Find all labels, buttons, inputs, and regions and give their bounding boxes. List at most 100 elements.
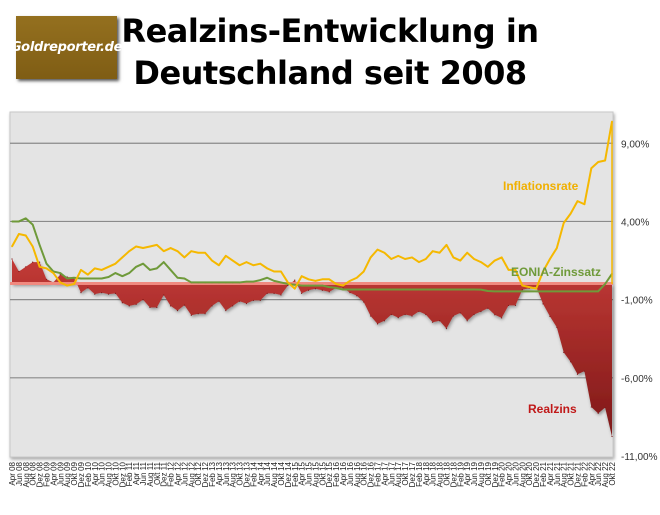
inflationsrate-point	[307, 278, 310, 281]
inflationsrate-point	[480, 261, 482, 263]
eonia-point	[314, 284, 317, 287]
eonia-point	[38, 244, 41, 246]
realzins-point	[583, 370, 586, 372]
x-tick-label: Apr 13	[215, 461, 224, 485]
inflationsrate-point	[569, 212, 572, 215]
inflationsrate-point	[514, 269, 517, 271]
inflationsrate-point	[562, 222, 565, 224]
inflationsrate-point	[397, 255, 400, 257]
x-tick-label: Okt 13	[236, 461, 245, 485]
realzins-point	[238, 300, 241, 302]
x-tick-label: Dez 11	[160, 461, 169, 486]
eonia-point	[204, 281, 206, 284]
realzins-point	[287, 284, 289, 287]
eonia-point	[45, 262, 48, 265]
inflationsrate-point	[507, 269, 510, 271]
x-tick-label: Aug 19	[477, 461, 486, 487]
x-tick-label: Okt 15	[318, 461, 327, 485]
inflationsrate-point	[211, 259, 213, 262]
x-tick-label: Feb 19	[456, 461, 465, 486]
x-tick-label: Aug 11	[146, 461, 155, 486]
eonia-point	[356, 288, 358, 291]
x-tick-label: Okt 16	[360, 461, 369, 485]
x-tick-label: Jun 17	[387, 461, 396, 486]
eonia-point	[473, 288, 475, 291]
realzins-point	[611, 435, 613, 438]
inflationsrate-point	[142, 247, 144, 249]
inflationsrate-point	[190, 250, 193, 252]
inflationsrate-point	[445, 244, 448, 246]
inflationsrate-point	[24, 234, 27, 237]
eonia-point	[321, 284, 324, 287]
eonia-point	[390, 288, 393, 291]
eonia-point	[245, 280, 248, 283]
eonia-point	[404, 288, 406, 291]
x-tick-label: Dez 13	[242, 461, 251, 487]
eonia-point	[424, 288, 427, 291]
realzins-point	[11, 258, 13, 260]
eonia-point	[231, 281, 234, 284]
x-tick-label: Feb 10	[84, 461, 93, 486]
inflationsrate-point	[197, 251, 200, 254]
realzins-point	[252, 299, 254, 302]
eonia-point	[252, 280, 255, 283]
inflationsrate-point	[493, 259, 496, 262]
inflationsrate-point	[176, 250, 179, 252]
x-tick-label: Apr 21	[546, 461, 555, 485]
realzins-point	[121, 302, 123, 304]
eonia-point	[342, 288, 344, 291]
eonia-point	[480, 288, 482, 291]
eonia-point	[376, 288, 379, 291]
eonia-point	[583, 290, 586, 293]
realzins-point	[190, 314, 192, 316]
eonia-point	[156, 267, 158, 270]
eonia-point	[349, 288, 351, 291]
realzins-point	[570, 361, 572, 363]
inflationsrate-point	[328, 278, 331, 281]
realzins-point	[38, 261, 41, 263]
x-tick-label: Apr 17	[380, 461, 389, 485]
inflationsrate-point	[135, 245, 137, 248]
eonia-point	[590, 290, 593, 293]
x-tick-label: Apr 19	[463, 461, 472, 485]
x-tick-label: Dez 21	[574, 461, 583, 487]
inflationsrate-point	[204, 251, 206, 254]
realzins-point	[232, 305, 234, 307]
x-tick-label: Jun 16	[346, 461, 355, 486]
inflationsrate-point	[349, 280, 351, 282]
inflationsrate-point	[411, 256, 413, 259]
inflationsrate-point	[238, 264, 241, 267]
x-tick-label: Dez 08	[36, 461, 45, 487]
inflationsrate-point	[549, 258, 551, 260]
x-tick-label: Dez 09	[77, 461, 86, 487]
eonia-point	[259, 279, 262, 281]
inflationsrate-point	[528, 286, 531, 288]
realzins-point	[542, 303, 544, 305]
realzins-point	[176, 309, 179, 312]
x-tick-label: Apr 10	[91, 461, 100, 485]
eonia-point	[576, 290, 579, 293]
x-tick-label: Feb 14	[249, 461, 258, 486]
realzins-point	[404, 313, 406, 316]
realzins-point	[480, 310, 482, 313]
eonia-point	[197, 281, 200, 284]
realzins-point	[107, 293, 110, 295]
x-tick-label: Aug 08	[22, 461, 31, 487]
eonia-point	[418, 288, 420, 291]
x-tick-label: Aug 10	[105, 461, 114, 487]
realzins-point	[494, 314, 496, 316]
eonia-point	[535, 290, 537, 293]
inflationsrate-point	[383, 251, 386, 254]
inflationsrate-point	[73, 283, 75, 285]
eonia-point	[273, 280, 275, 282]
realzins-point	[576, 373, 579, 375]
inflationsrate-point	[266, 267, 268, 270]
eonia-point	[280, 281, 282, 284]
goldreporter-logo: Goldreporter.de	[11, 16, 123, 79]
eonia-point	[80, 277, 82, 280]
x-tick-label: Apr 12	[174, 461, 183, 485]
x-tick-label: Okt 14	[277, 461, 286, 485]
inflationsrate-point	[93, 267, 96, 270]
inflationsrate-point	[114, 262, 117, 265]
realzins-point	[349, 292, 351, 294]
